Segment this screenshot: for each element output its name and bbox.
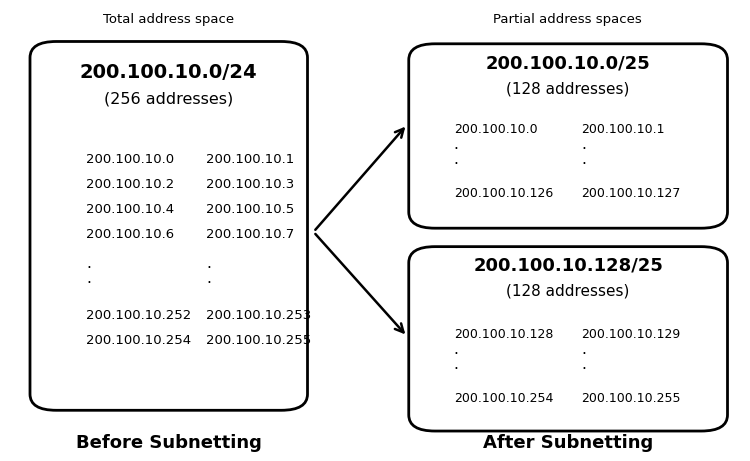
Text: .: .: [454, 152, 458, 166]
Text: .: .: [581, 343, 586, 357]
Text: 200.100.10.254: 200.100.10.254: [86, 334, 191, 347]
Text: 200.100.10.2: 200.100.10.2: [86, 178, 175, 191]
Text: 200.100.10.255: 200.100.10.255: [206, 334, 311, 347]
FancyBboxPatch shape: [409, 247, 728, 431]
Text: 200.100.10.5: 200.100.10.5: [206, 203, 295, 216]
FancyBboxPatch shape: [409, 44, 728, 228]
Text: .: .: [581, 137, 586, 152]
Text: 200.100.10.0: 200.100.10.0: [454, 123, 537, 136]
Text: 200.100.10.127: 200.100.10.127: [581, 187, 681, 200]
Text: .: .: [581, 357, 586, 372]
Text: 200.100.10.128: 200.100.10.128: [454, 328, 553, 341]
Text: After Subnetting: After Subnetting: [483, 433, 652, 452]
Text: 200.100.10.0/24: 200.100.10.0/24: [80, 63, 257, 82]
Text: .: .: [206, 271, 212, 286]
Text: (256 addresses): (256 addresses): [104, 92, 233, 106]
Text: 200.100.10.3: 200.100.10.3: [206, 178, 295, 191]
Text: 200.100.10.255: 200.100.10.255: [581, 392, 681, 405]
Text: .: .: [454, 343, 458, 357]
Text: 200.100.10.253: 200.100.10.253: [206, 309, 311, 322]
Text: .: .: [206, 256, 212, 271]
Text: 200.100.10.6: 200.100.10.6: [86, 228, 174, 241]
Text: Partial address spaces: Partial address spaces: [494, 13, 642, 26]
Text: (128 addresses): (128 addresses): [506, 284, 630, 298]
Text: 200.100.10.1: 200.100.10.1: [581, 123, 664, 136]
Text: 200.100.10.254: 200.100.10.254: [454, 392, 553, 405]
Text: Before Subnetting: Before Subnetting: [76, 433, 262, 452]
Text: 200.100.10.126: 200.100.10.126: [454, 187, 553, 200]
Text: .: .: [86, 271, 92, 286]
Text: 200.100.10.128/25: 200.100.10.128/25: [473, 257, 663, 275]
Text: Total address space: Total address space: [104, 13, 234, 26]
Text: 200.100.10.4: 200.100.10.4: [86, 203, 174, 216]
Text: 200.100.10.1: 200.100.10.1: [206, 153, 295, 165]
Text: (128 addresses): (128 addresses): [506, 81, 630, 96]
Text: .: .: [454, 357, 458, 372]
Text: 200.100.10.129: 200.100.10.129: [581, 328, 680, 341]
Text: .: .: [454, 137, 458, 152]
Text: .: .: [86, 256, 92, 271]
Text: 200.100.10.7: 200.100.10.7: [206, 228, 295, 241]
Text: 200.100.10.0/25: 200.100.10.0/25: [486, 54, 650, 73]
FancyBboxPatch shape: [30, 41, 308, 410]
Text: 200.100.10.252: 200.100.10.252: [86, 309, 191, 322]
Text: 200.100.10.0: 200.100.10.0: [86, 153, 174, 165]
Text: .: .: [581, 152, 586, 166]
